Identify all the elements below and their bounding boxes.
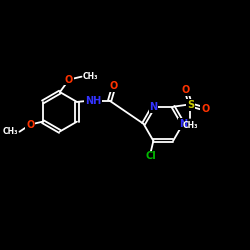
Text: CH₃: CH₃ bbox=[183, 121, 198, 130]
Text: O: O bbox=[182, 85, 190, 95]
Text: NH: NH bbox=[85, 96, 102, 106]
Text: O: O bbox=[201, 104, 209, 114]
Text: CH₃: CH₃ bbox=[83, 72, 98, 81]
Text: S: S bbox=[187, 100, 194, 110]
Text: N: N bbox=[149, 102, 158, 112]
Text: CH₃: CH₃ bbox=[3, 127, 18, 136]
Text: O: O bbox=[110, 81, 118, 91]
Text: O: O bbox=[65, 74, 73, 85]
Text: O: O bbox=[26, 120, 34, 130]
Text: Cl: Cl bbox=[145, 152, 156, 162]
Text: N: N bbox=[179, 119, 187, 129]
